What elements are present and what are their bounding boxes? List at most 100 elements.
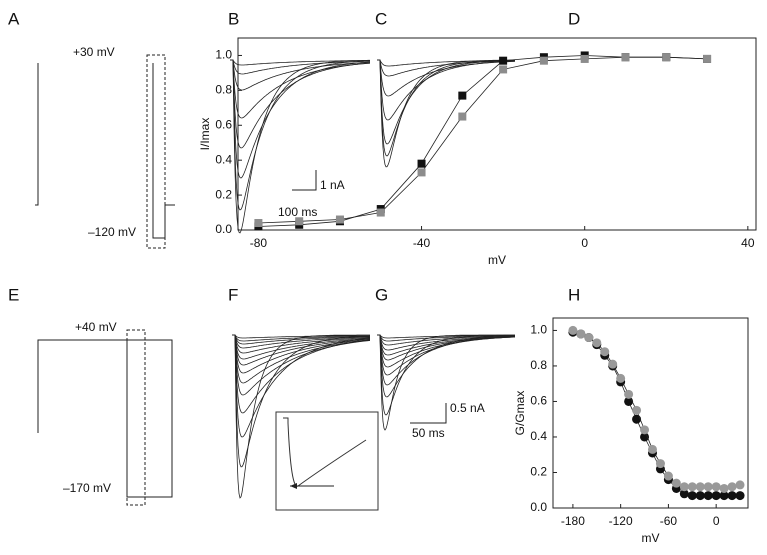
- panel-label: D: [568, 9, 580, 28]
- fit-line: [572, 331, 740, 496]
- trace: [232, 334, 370, 360]
- x-axis-title: mV: [642, 531, 660, 545]
- y-tick-label: 0.4: [215, 152, 232, 166]
- y-tick-label: 0.8: [530, 358, 547, 372]
- trace: [232, 334, 371, 396]
- trace: [230, 59, 370, 179]
- data-point: [417, 168, 426, 177]
- y-tick-label: 1.0: [530, 323, 547, 337]
- data-point: [679, 482, 689, 492]
- scale-label: 100 ms: [278, 205, 317, 219]
- x-tick-label: -180: [561, 514, 585, 528]
- panel-label: E: [8, 285, 19, 304]
- data-point: [621, 53, 630, 62]
- trace: [377, 59, 515, 145]
- data-point: [568, 325, 578, 335]
- y-tick-label: 0.0: [530, 500, 547, 514]
- x-tick-label: 40: [741, 236, 755, 250]
- panel-labels: A B C D E F G H: [8, 9, 580, 304]
- y-tick-label: 0.6: [215, 117, 232, 131]
- trace: [377, 334, 515, 376]
- data-point: [679, 489, 689, 499]
- data-point: [584, 333, 594, 343]
- trace: [230, 59, 370, 75]
- data-point: [632, 405, 642, 415]
- fit-line: [258, 55, 708, 227]
- fit-line: [258, 56, 708, 224]
- trace: [377, 59, 516, 77]
- trace: [232, 334, 371, 374]
- data-point: [735, 480, 745, 490]
- trace: [377, 334, 515, 356]
- protocol-e: [37, 329, 173, 506]
- y-tick-label: 1.0: [215, 48, 232, 62]
- plot-frame: [552, 317, 749, 509]
- y-tick-label: 0.0: [215, 222, 232, 236]
- trace: [377, 334, 515, 342]
- annotation: –120 mV: [88, 225, 136, 239]
- y-axis-title: I/Imax: [198, 118, 212, 151]
- plot-frame: [237, 37, 757, 231]
- x-tick-label: -60: [660, 514, 678, 528]
- panel-label: C: [375, 9, 387, 28]
- data-point: [592, 338, 602, 348]
- data-point: [458, 91, 467, 100]
- data-point: [727, 482, 737, 492]
- y-axis-title: G/Gmax: [513, 391, 527, 436]
- data-point: [499, 65, 508, 74]
- data-point: [735, 491, 745, 501]
- y-tick-label: 0.6: [530, 394, 547, 408]
- trace: [230, 59, 370, 211]
- data-point: [703, 54, 712, 63]
- scale-label: 0.5 nA: [450, 401, 485, 415]
- data-point: [703, 482, 713, 492]
- data-point: [671, 478, 681, 488]
- data-point: [719, 483, 729, 493]
- trace: [230, 59, 371, 119]
- y-tick-label: 0.8: [215, 83, 232, 97]
- annotation: –170 mV: [63, 481, 111, 495]
- data-point: [580, 54, 589, 63]
- data-point: [663, 471, 673, 481]
- x-tick-label: -40: [413, 236, 431, 250]
- x-tick-label: 0: [713, 514, 720, 528]
- panel-label: H: [568, 285, 580, 304]
- data-point: [335, 215, 344, 224]
- data-point: [687, 482, 697, 492]
- data-point: [600, 347, 610, 357]
- trace: [230, 59, 371, 91]
- panel-label: A: [8, 9, 20, 28]
- x-tick-label: -80: [250, 236, 268, 250]
- annotation: +40 mV: [75, 320, 117, 334]
- annotation: +30 mV: [73, 45, 115, 59]
- scale-label: 50 ms: [412, 426, 445, 440]
- trace: [232, 334, 371, 384]
- data-point: [576, 329, 586, 339]
- trace: [232, 334, 370, 349]
- trace: [232, 334, 370, 366]
- scale-bars: [292, 170, 447, 424]
- data-point: [539, 56, 548, 65]
- inset: [275, 411, 379, 511]
- data-point: [719, 491, 729, 501]
- data-point: [711, 482, 721, 492]
- data-point: [662, 53, 671, 62]
- data-point: [616, 373, 626, 383]
- trace: [377, 59, 515, 67]
- data-point: [703, 491, 713, 501]
- data-point: [499, 56, 508, 65]
- trace: [232, 334, 371, 339]
- trace: [377, 334, 515, 346]
- panel-label: B: [228, 9, 239, 28]
- panel-label: F: [228, 285, 238, 304]
- trace: [232, 334, 370, 345]
- data-point: [295, 217, 304, 226]
- data-point: [695, 482, 705, 492]
- data-point: [608, 359, 618, 369]
- current-traces: [230, 59, 516, 499]
- data-point: [417, 159, 426, 168]
- trace: [377, 59, 515, 168]
- y-tick-label: 0.2: [215, 187, 232, 201]
- trace: [230, 59, 371, 149]
